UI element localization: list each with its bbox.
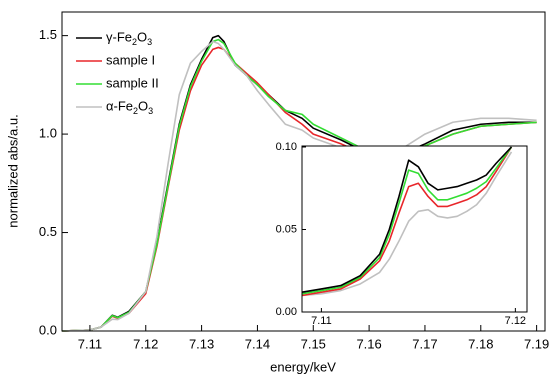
data-line — [301, 146, 513, 295]
legend-label: sample I — [106, 52, 155, 67]
x-tick-label: 7.13 — [189, 336, 214, 351]
y-tick-label: 1.0 — [39, 126, 57, 141]
x-tick-label: 7.14 — [245, 336, 270, 351]
plot-area — [302, 146, 527, 312]
y-tick-label: 1.5 — [39, 27, 57, 42]
y-tick-label: 0.05 — [276, 223, 297, 235]
x-tick-label: 7.11 — [78, 336, 102, 351]
y-tick-label: 0.00 — [276, 306, 297, 318]
data-line — [301, 146, 513, 297]
data-line — [301, 146, 513, 293]
y-tick-label: 0.10 — [276, 141, 297, 153]
x-tick-label: 7.18 — [468, 336, 493, 351]
y-tick-label: 0.5 — [39, 224, 57, 239]
x-tick-label: 7.11 — [311, 315, 332, 327]
data-line — [301, 151, 513, 297]
legend-label: γ-Fe2O3 — [106, 29, 152, 47]
x-tick-label: 7.16 — [356, 336, 381, 351]
legend-label: sample II — [106, 75, 159, 90]
legend-label: α-Fe2O3 — [106, 98, 153, 116]
x-tick-label: 7.19 — [524, 336, 549, 351]
x-axis-label: energy/keV — [270, 359, 336, 374]
x-tick-label: 7.12 — [133, 336, 158, 351]
plot-frame — [61, 11, 546, 332]
x-tick-label: 7.15 — [301, 336, 326, 351]
x-tick-label: 7.17 — [412, 336, 437, 351]
x-tick-label: 7.12 — [505, 315, 526, 327]
y-axis-label: normalized abs/a.u. — [5, 114, 20, 227]
y-tick-label: 0.0 — [39, 322, 57, 337]
